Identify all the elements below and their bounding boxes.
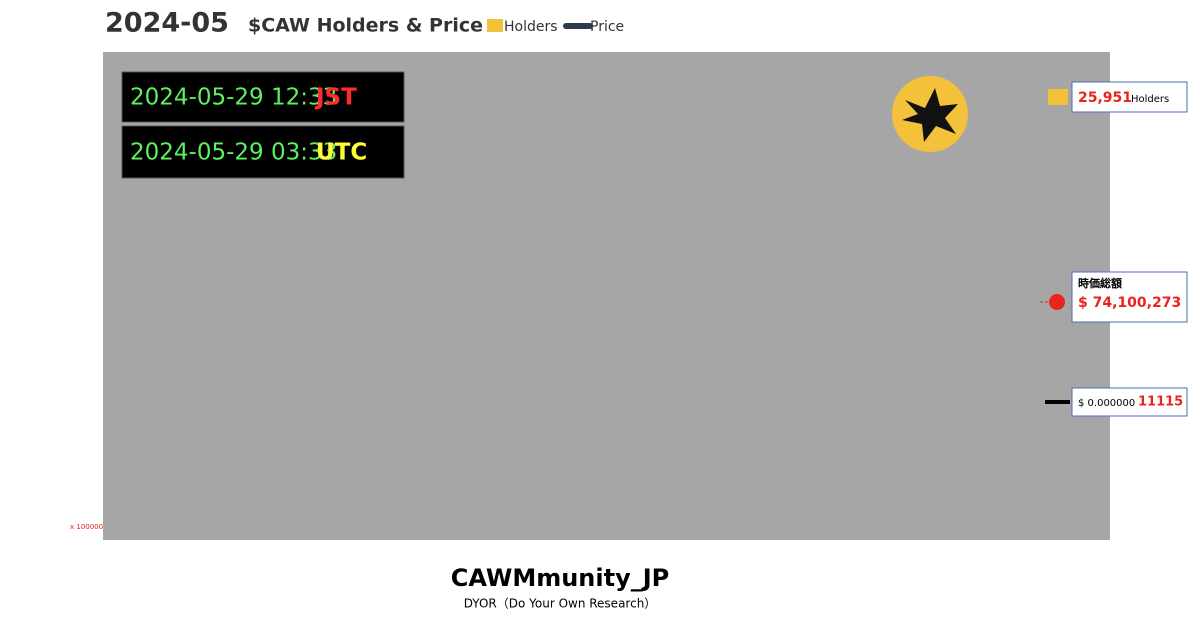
y3-unit: x 100000 (70, 523, 103, 531)
holders-box (1071, 81, 1188, 113)
clock-time: 2024-05-29 03:33 (130, 140, 337, 166)
holders-swatch (1048, 89, 1068, 105)
market-cap-title: 時価総額 (1078, 276, 1122, 290)
price-digits: 11115 (1138, 395, 1183, 410)
period-title: 2024-05 (105, 8, 229, 39)
market-cap-value: $ 74,100,273 (1078, 295, 1181, 311)
clock-box (121, 71, 405, 123)
clock-zone: JST (314, 85, 357, 111)
legend-swatch (487, 19, 503, 32)
price-box (1071, 387, 1188, 417)
chart-title: $CAW Holders & Price (248, 15, 483, 37)
clock-zone: UTC (316, 140, 367, 166)
footer-note: DYOR（Do Your Own Research） (464, 597, 657, 611)
clock-box (121, 125, 405, 179)
market-cap-dot (1049, 294, 1065, 310)
clock-time: 2024-05-29 12:33 (130, 85, 337, 111)
price-prefix: $ 0.000000 (1078, 398, 1135, 409)
market-cap-box (1071, 271, 1188, 323)
legend-label: Holders (504, 19, 558, 35)
holders-value: 25,951 (1078, 90, 1132, 106)
legend-label: Price (590, 19, 624, 35)
holders-unit: Holders (1131, 94, 1169, 105)
footer-title: CAWMmunity_JP (451, 564, 670, 592)
logo (892, 76, 968, 152)
